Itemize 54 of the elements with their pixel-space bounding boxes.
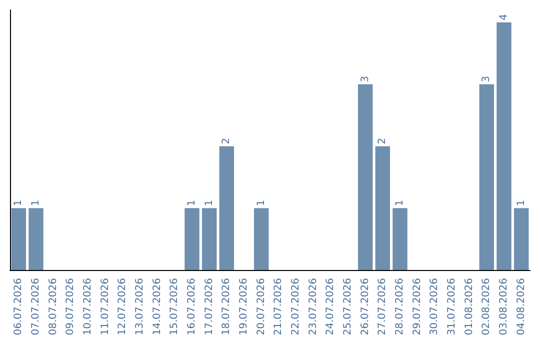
x-tick-label: 14.07.2026 [152,278,163,336]
x-tick-label: 04.08.2026 [516,278,527,336]
x-tick-label: 13.07.2026 [134,278,146,336]
x-tick-label: 02.08.2026 [481,278,492,336]
x-tick-label: 10.07.2026 [82,278,94,336]
bar [514,208,529,270]
bar [184,208,200,270]
data-label: 1 [186,200,198,206]
x-tick-label: 11.07.2026 [100,278,111,336]
x-tick-label: 26.07.2026 [360,278,371,336]
bar [28,208,44,270]
data-label: 2 [377,138,388,144]
x-tick-label: 29.07.2026 [412,278,423,336]
x-tick-label: 09.07.2026 [65,278,76,336]
x-tick-label: 28.07.2026 [394,278,406,336]
data-label: 1 [204,200,215,206]
x-tick-label: 19.07.2026 [238,278,250,336]
x-tick-label: 18.07.2026 [221,278,232,336]
x-tick-label: 27.07.2026 [377,278,388,336]
x-tick-label: 24.07.2026 [325,278,336,336]
x-tick-label: 06.07.2026 [13,278,24,336]
bar [202,208,217,270]
x-tick-label: 30.07.2026 [429,278,440,336]
x-tick-label: 20.07.2026 [256,278,267,336]
bar [496,22,512,270]
x-tick-label: 21.07.2026 [273,278,284,336]
x-tick-label: 01.08.2026 [464,278,475,336]
x-tick-label: 23.07.2026 [308,278,319,336]
x-tick-label: 31.07.2026 [446,278,458,336]
bar [392,208,408,270]
x-tick-label: 16.07.2026 [186,278,198,336]
data-label: 4 [498,14,510,20]
bar [254,208,269,270]
bar [375,146,390,270]
data-label: 3 [481,76,492,82]
bar [219,146,234,270]
x-tick-label: 08.07.2026 [48,278,59,336]
x-tick-label: 03.08.2026 [498,278,510,336]
data-label: 3 [360,76,371,82]
data-label: 1 [516,200,527,206]
data-label: 1 [256,200,267,206]
data-label: 1 [13,200,24,206]
x-tick-label: 12.07.2026 [117,278,128,336]
data-label: 1 [394,200,406,206]
x-tick-label: 25.07.2026 [342,278,354,336]
x-tick-label: 15.07.2026 [169,278,180,336]
data-label: 1 [30,200,42,206]
x-tick-label: 22.07.2026 [290,278,302,336]
bar [358,84,373,270]
data-label: 2 [221,138,232,144]
bar [479,84,494,270]
x-tick-label: 17.07.2026 [204,278,215,336]
x-tick-label: 07.07.2026 [30,278,42,336]
bar [11,208,26,270]
